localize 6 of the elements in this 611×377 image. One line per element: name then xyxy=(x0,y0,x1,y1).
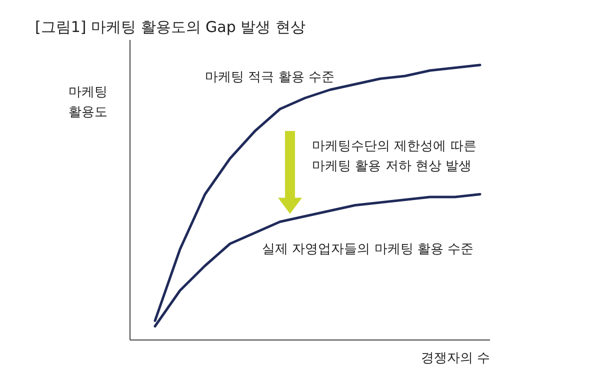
title: [그림1] 마케팅 활용도의 Gap 발생 현상 xyxy=(35,18,306,36)
x-axis-title: 경쟁자의 수 xyxy=(420,351,490,366)
series-label: 실제 자영업자들의 마케팅 활용 수준 xyxy=(262,242,474,257)
series-label: 마케팅 적극 활용 수준 xyxy=(205,70,334,85)
y-axis-title: 마케팅 활용도 xyxy=(68,85,108,120)
annotation: 마케팅수단의 제한성에 따른 마케팅 활용 저하 현상 발생 xyxy=(312,139,476,174)
